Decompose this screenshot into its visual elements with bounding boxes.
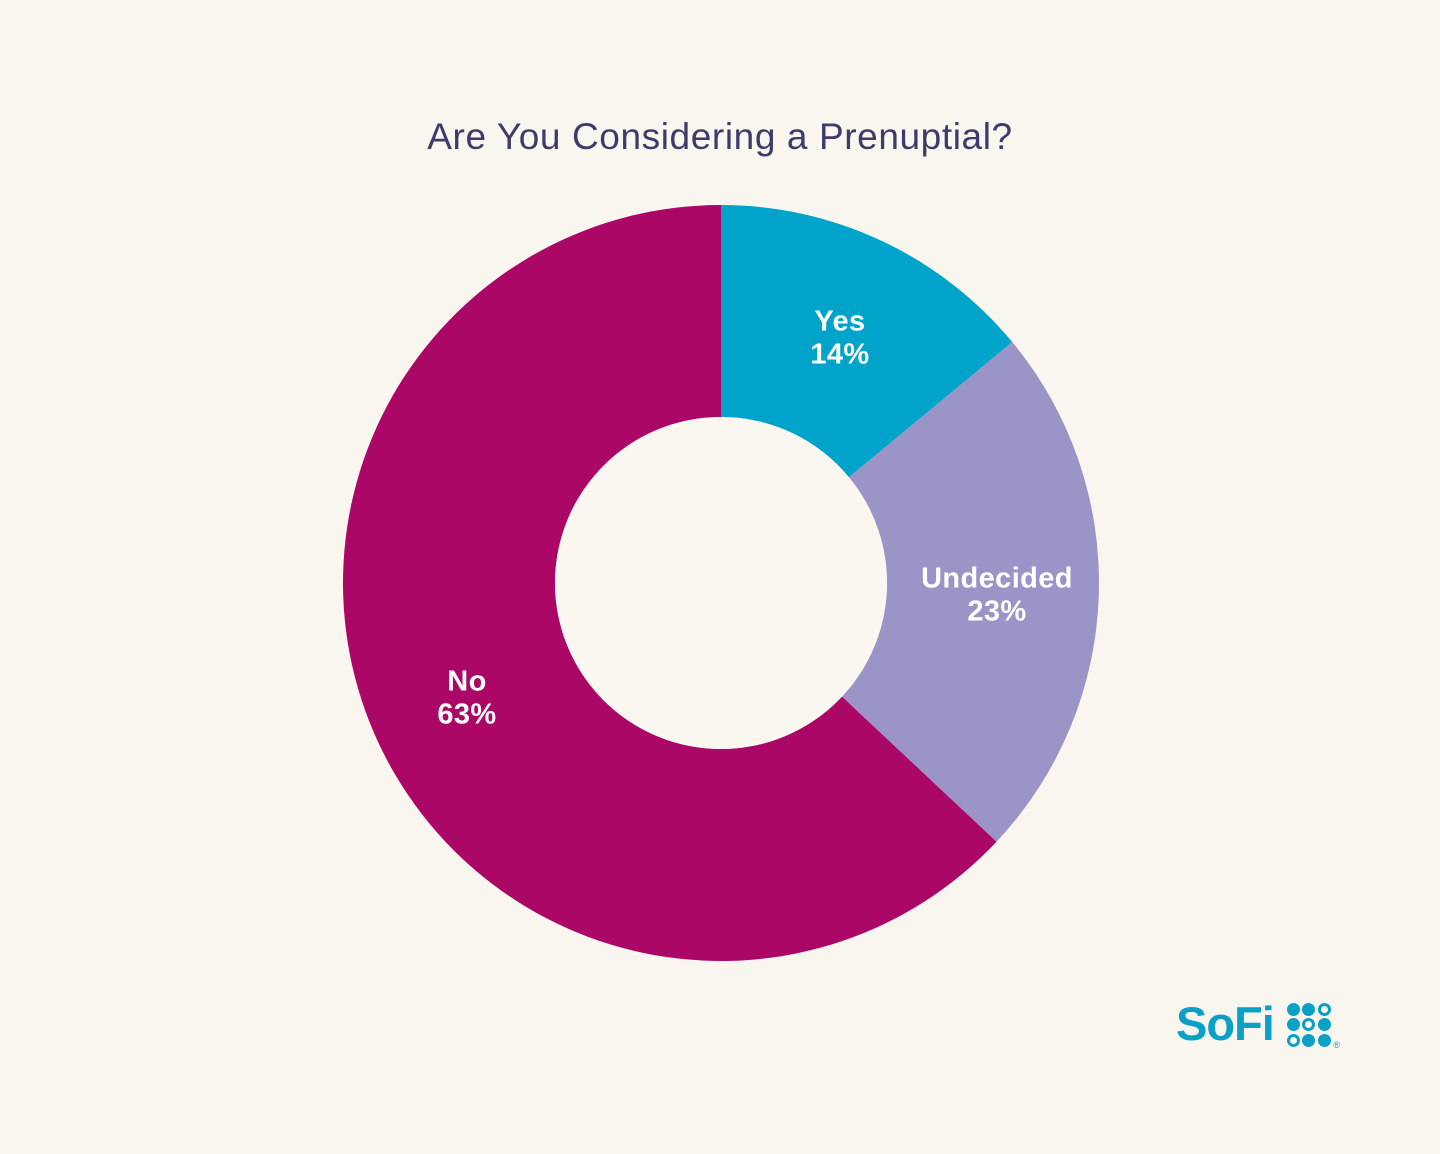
donut-chart: Yes 14% Undecided 23% No 63% <box>341 203 1101 963</box>
slice-yes <box>721 205 1013 478</box>
registered-trademark-symbol: ® <box>1333 1039 1340 1050</box>
sofi-wordmark: SoFi <box>1176 997 1275 1050</box>
sofi-dot-grid-icon: ® <box>1286 1002 1340 1049</box>
sofi-dot-filled <box>1317 1018 1331 1031</box>
sofi-dot-filled <box>1286 1018 1300 1031</box>
chart-title: Are You Considering a Prenuptial? <box>427 116 1013 157</box>
donut-hole <box>555 417 887 749</box>
sofi-dot-filled <box>1302 1033 1316 1047</box>
slice-undecided <box>842 342 1099 842</box>
sofi-dot-filled <box>1317 1033 1331 1047</box>
sofi-dot-ring <box>1286 1033 1300 1047</box>
donut-chart-svg <box>343 205 1099 961</box>
sofi-dot-ring <box>1317 1002 1331 1016</box>
sofi-dot-ring <box>1302 1018 1316 1031</box>
sofi-logo: SoFi ® <box>1176 997 1340 1050</box>
sofi-dot-filled <box>1302 1002 1316 1016</box>
slice-no <box>343 205 997 961</box>
sofi-dot-filled <box>1286 1002 1300 1016</box>
